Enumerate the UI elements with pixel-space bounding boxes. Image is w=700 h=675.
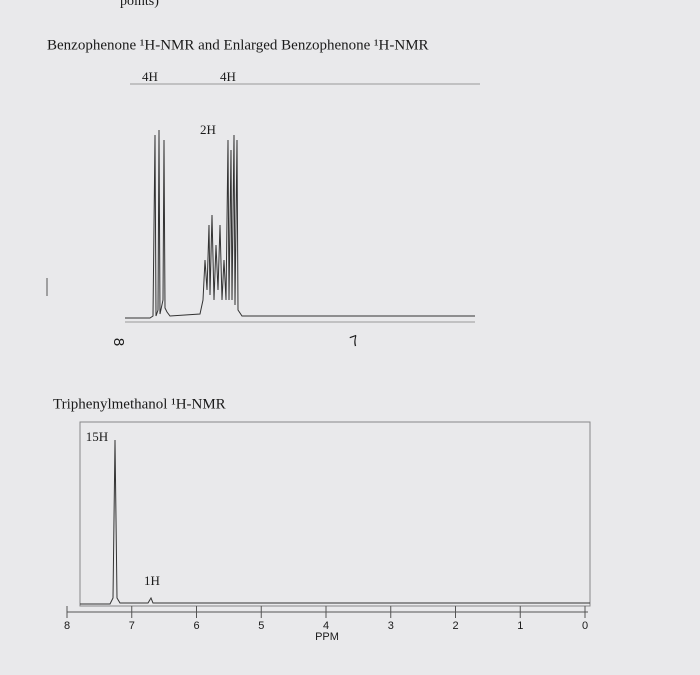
spectrum-2-frame <box>79 421 591 607</box>
tick-label: 6 <box>193 620 199 632</box>
integral-label: 2H <box>200 122 216 137</box>
axis-label: 8 <box>110 338 127 346</box>
spectrum-2-trace <box>80 439 590 605</box>
tick-label: 4 <box>323 620 329 632</box>
spectrum-2-title: Triphenylmethanol ¹H-NMR <box>53 396 226 412</box>
tick-label: 2 <box>452 620 458 632</box>
tick-label: 0 <box>582 620 588 632</box>
integral-label: 4H <box>220 69 236 84</box>
spectrum-1-title: Benzophenone ¹H-NMR and Enlarged Benzoph… <box>47 37 429 53</box>
tick-label: 5 <box>258 620 264 632</box>
tick-label: 3 <box>388 620 394 632</box>
integral-label: 4H <box>142 69 158 84</box>
integral-label: 15H <box>86 429 108 444</box>
spectrum-1-trace <box>125 129 475 319</box>
tick-label: 1 <box>517 620 523 632</box>
axis-title: PPM <box>315 631 339 643</box>
tick-label: 8 <box>64 620 70 632</box>
integral-label: 1H <box>144 573 160 588</box>
header-fragment: points) <box>120 0 159 9</box>
tick-label: 7 <box>129 620 135 632</box>
